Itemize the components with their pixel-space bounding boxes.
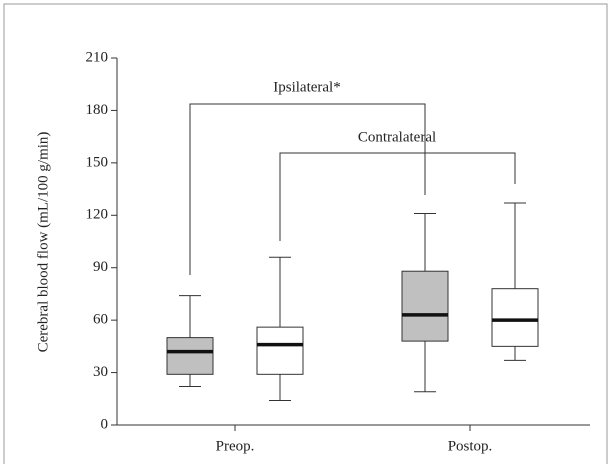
annotation: Contralateral	[358, 129, 436, 145]
y-tick-label: 120	[86, 207, 109, 223]
box	[491, 288, 539, 347]
y-tick-label: 30	[93, 364, 108, 380]
y-tick-label: 210	[86, 49, 109, 65]
brackets	[189, 103, 516, 275]
y-tick-label: 150	[86, 154, 109, 170]
x-tick-label: Preop.	[216, 438, 255, 454]
x-tick-label: Postop.	[448, 438, 493, 454]
contralateral-bracket	[279, 152, 516, 241]
frame	[3, 3, 608, 464]
box	[166, 337, 214, 375]
annotation: Ipsilateral*	[273, 79, 340, 95]
ipsilateral-bracket	[189, 103, 426, 275]
y-tick-label: 180	[86, 102, 109, 118]
y-tick-label: 0	[101, 416, 109, 432]
box	[401, 270, 449, 342]
y-axis-label: Cerebral blood flow (mL/100 g/min)	[35, 132, 51, 353]
y-tick-label: 60	[93, 312, 108, 328]
y-tick-label: 90	[93, 259, 108, 275]
box	[256, 326, 304, 375]
